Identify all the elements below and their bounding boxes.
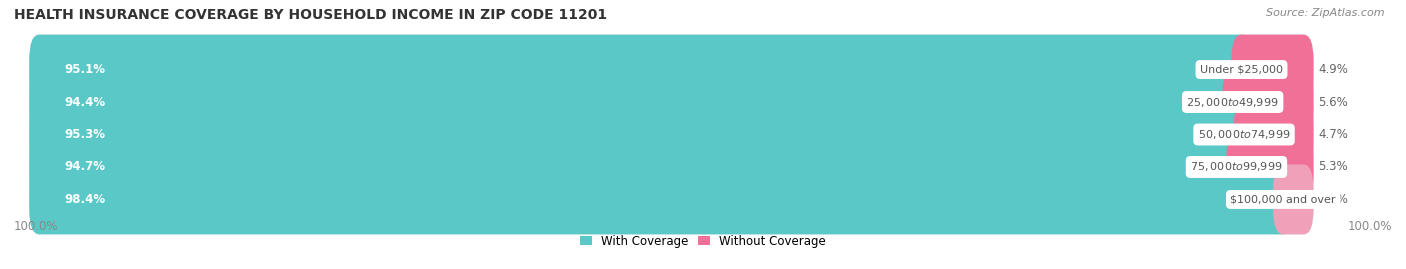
FancyBboxPatch shape bbox=[1272, 165, 1313, 234]
Text: 95.3%: 95.3% bbox=[65, 128, 105, 141]
FancyBboxPatch shape bbox=[30, 67, 1313, 137]
FancyBboxPatch shape bbox=[30, 67, 1243, 137]
FancyBboxPatch shape bbox=[1234, 100, 1313, 169]
FancyBboxPatch shape bbox=[30, 165, 1294, 234]
Text: 1.6%: 1.6% bbox=[1319, 193, 1348, 206]
Text: Under $25,000: Under $25,000 bbox=[1199, 65, 1284, 75]
Text: 4.9%: 4.9% bbox=[1319, 63, 1348, 76]
Text: $75,000 to $99,999: $75,000 to $99,999 bbox=[1191, 161, 1282, 174]
Text: $50,000 to $74,999: $50,000 to $74,999 bbox=[1198, 128, 1291, 141]
Text: 5.6%: 5.6% bbox=[1319, 95, 1348, 108]
FancyBboxPatch shape bbox=[1232, 35, 1313, 104]
Text: 100.0%: 100.0% bbox=[14, 220, 59, 233]
Text: 100.0%: 100.0% bbox=[1347, 220, 1392, 233]
FancyBboxPatch shape bbox=[30, 100, 1313, 169]
Text: 94.4%: 94.4% bbox=[65, 95, 105, 108]
FancyBboxPatch shape bbox=[30, 100, 1254, 169]
FancyBboxPatch shape bbox=[30, 35, 1313, 104]
FancyBboxPatch shape bbox=[30, 132, 1247, 202]
Text: 94.7%: 94.7% bbox=[65, 161, 105, 174]
Text: HEALTH INSURANCE COVERAGE BY HOUSEHOLD INCOME IN ZIP CODE 11201: HEALTH INSURANCE COVERAGE BY HOUSEHOLD I… bbox=[14, 8, 607, 22]
Text: $25,000 to $49,999: $25,000 to $49,999 bbox=[1187, 95, 1279, 108]
Legend: With Coverage, Without Coverage: With Coverage, Without Coverage bbox=[575, 230, 831, 253]
FancyBboxPatch shape bbox=[1226, 132, 1313, 202]
Text: 95.1%: 95.1% bbox=[65, 63, 105, 76]
FancyBboxPatch shape bbox=[30, 132, 1313, 202]
Text: $100,000 and over: $100,000 and over bbox=[1230, 194, 1336, 204]
Text: 5.3%: 5.3% bbox=[1319, 161, 1348, 174]
FancyBboxPatch shape bbox=[1223, 67, 1313, 137]
Text: 4.7%: 4.7% bbox=[1319, 128, 1348, 141]
Text: Source: ZipAtlas.com: Source: ZipAtlas.com bbox=[1267, 8, 1385, 18]
FancyBboxPatch shape bbox=[30, 35, 1251, 104]
FancyBboxPatch shape bbox=[30, 165, 1313, 234]
Text: 98.4%: 98.4% bbox=[65, 193, 105, 206]
